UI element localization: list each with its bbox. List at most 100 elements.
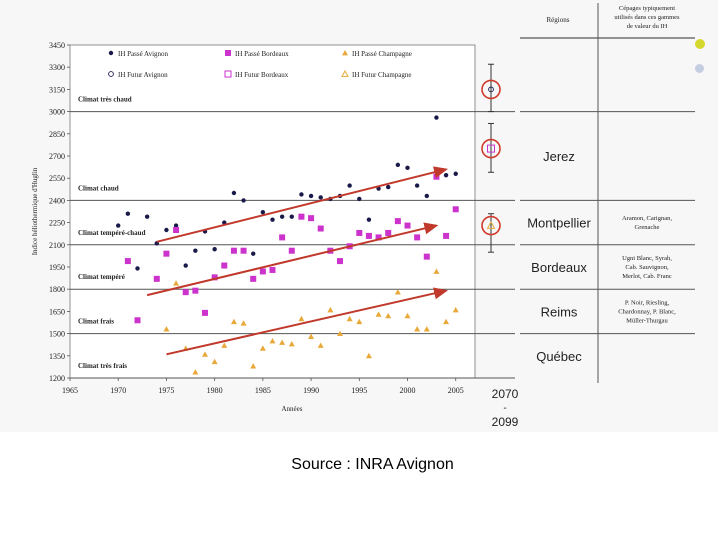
legend-label: IH Passé Champagne bbox=[352, 50, 412, 58]
region-varieties: Chardonnay, P. Blanc, bbox=[618, 308, 676, 315]
region-varieties: Merlot, Cab. Franc bbox=[622, 273, 672, 280]
future-period-start: 2070 bbox=[492, 387, 519, 401]
avignon-point bbox=[279, 214, 285, 219]
bullet-dot-yellow bbox=[695, 39, 705, 49]
champagne-point bbox=[259, 345, 266, 351]
champagne-point bbox=[423, 326, 430, 332]
trend-arrow bbox=[156, 166, 449, 243]
climate-band-label: Climat tempéré bbox=[78, 273, 125, 281]
bordeaux-point bbox=[356, 229, 363, 236]
bordeaux-point bbox=[394, 218, 401, 225]
champagne-point bbox=[327, 306, 334, 313]
avignon-point bbox=[164, 227, 169, 233]
bordeaux-point bbox=[288, 247, 295, 254]
region-varieties: P. Noir, Riesling, bbox=[625, 299, 670, 306]
avignon-point bbox=[212, 247, 217, 252]
bordeaux-point bbox=[317, 225, 324, 232]
bordeaux-point bbox=[269, 266, 276, 273]
bordeaux-point bbox=[211, 274, 218, 281]
champagne-point bbox=[250, 363, 257, 369]
region-name: Bordeaux bbox=[531, 260, 587, 275]
champagne-point bbox=[279, 339, 286, 345]
avignon-point bbox=[125, 211, 131, 216]
avignon-point bbox=[347, 183, 352, 188]
avignon-point bbox=[135, 266, 140, 271]
bordeaux-point bbox=[279, 234, 286, 241]
avignon-point bbox=[424, 193, 429, 199]
y-tick-label: 1350 bbox=[49, 352, 65, 361]
bordeaux-point bbox=[433, 173, 440, 180]
avignon-point bbox=[193, 248, 198, 253]
bordeaux-point bbox=[173, 227, 180, 233]
y-tick-label: 2850 bbox=[49, 130, 65, 139]
champagne-point bbox=[288, 340, 295, 347]
champagne-point bbox=[173, 280, 180, 286]
table-header-varieties: utilisés dans ces gammes bbox=[614, 14, 680, 21]
champagne-point bbox=[356, 318, 363, 325]
bordeaux-point bbox=[365, 232, 372, 239]
avignon-point bbox=[270, 217, 275, 222]
bordeaux-point bbox=[163, 250, 170, 257]
bordeaux-point bbox=[202, 309, 208, 316]
avignon-point bbox=[453, 171, 458, 176]
x-tick-label: 1980 bbox=[207, 386, 223, 395]
avignon-point bbox=[386, 184, 391, 190]
bordeaux-point bbox=[443, 232, 450, 239]
future-period-end: 2099 bbox=[492, 415, 519, 429]
champagne-point bbox=[211, 358, 218, 365]
y-tick-label: 1950 bbox=[49, 263, 65, 272]
avignon-point bbox=[434, 115, 439, 120]
bordeaux-point bbox=[452, 206, 459, 213]
bordeaux-point bbox=[308, 215, 315, 222]
avignon-point bbox=[251, 251, 256, 256]
x-axis-title: Années bbox=[282, 405, 303, 413]
champagne-point bbox=[317, 342, 324, 348]
avignon-point bbox=[144, 214, 150, 219]
avignon-point bbox=[183, 263, 188, 268]
legend-marker bbox=[225, 50, 231, 56]
legend-marker bbox=[108, 71, 114, 77]
champagne-point bbox=[375, 311, 382, 317]
champagne-point bbox=[163, 326, 170, 332]
legend-label: IH Futur Champagne bbox=[352, 71, 412, 79]
y-tick-label: 2700 bbox=[49, 152, 65, 161]
region-varieties: Cab. Sauvignon, bbox=[625, 264, 669, 271]
region-name: Québec bbox=[536, 349, 582, 364]
future-point bbox=[487, 144, 495, 153]
future-point bbox=[486, 221, 496, 229]
champagne-point bbox=[192, 369, 199, 375]
avignon-point bbox=[357, 196, 362, 202]
bordeaux-point bbox=[259, 268, 266, 275]
avignon-point bbox=[241, 198, 246, 203]
avignon-point bbox=[289, 214, 294, 219]
y-tick-label: 2100 bbox=[49, 241, 65, 250]
x-tick-label: 1965 bbox=[62, 386, 78, 395]
champagne-point bbox=[404, 312, 411, 319]
champagne-point bbox=[221, 342, 228, 348]
avignon-point bbox=[366, 217, 372, 222]
climate-band-label: Climat frais bbox=[78, 318, 114, 326]
x-tick-label: 1975 bbox=[158, 386, 174, 395]
region-name: Jerez bbox=[543, 149, 575, 164]
avignon-point bbox=[173, 223, 179, 228]
region-varieties: Aramon, Carignan, bbox=[622, 215, 672, 222]
y-tick-label: 1200 bbox=[49, 374, 65, 383]
legend-marker bbox=[108, 50, 114, 56]
x-tick-label: 2005 bbox=[448, 386, 464, 395]
champagne-point bbox=[443, 318, 450, 325]
legend-marker bbox=[341, 69, 349, 77]
champagne-point bbox=[385, 312, 392, 319]
champagne-point bbox=[337, 330, 343, 336]
climate-band-label: Climat chaud bbox=[78, 184, 119, 192]
y-tick-label: 1800 bbox=[49, 285, 65, 294]
avignon-point bbox=[116, 223, 121, 228]
source-caption: Source : INRA Avignon bbox=[291, 456, 454, 473]
future-highlight-circle bbox=[481, 79, 501, 100]
avignon-point bbox=[414, 183, 420, 188]
x-tick-label: 1985 bbox=[255, 386, 271, 395]
table-header-varieties: de valeur du IH bbox=[627, 23, 668, 30]
bordeaux-point bbox=[134, 317, 141, 324]
bordeaux-point bbox=[404, 222, 411, 229]
climate-band-label: Climat très chaud bbox=[78, 96, 132, 104]
bordeaux-point bbox=[192, 287, 199, 294]
